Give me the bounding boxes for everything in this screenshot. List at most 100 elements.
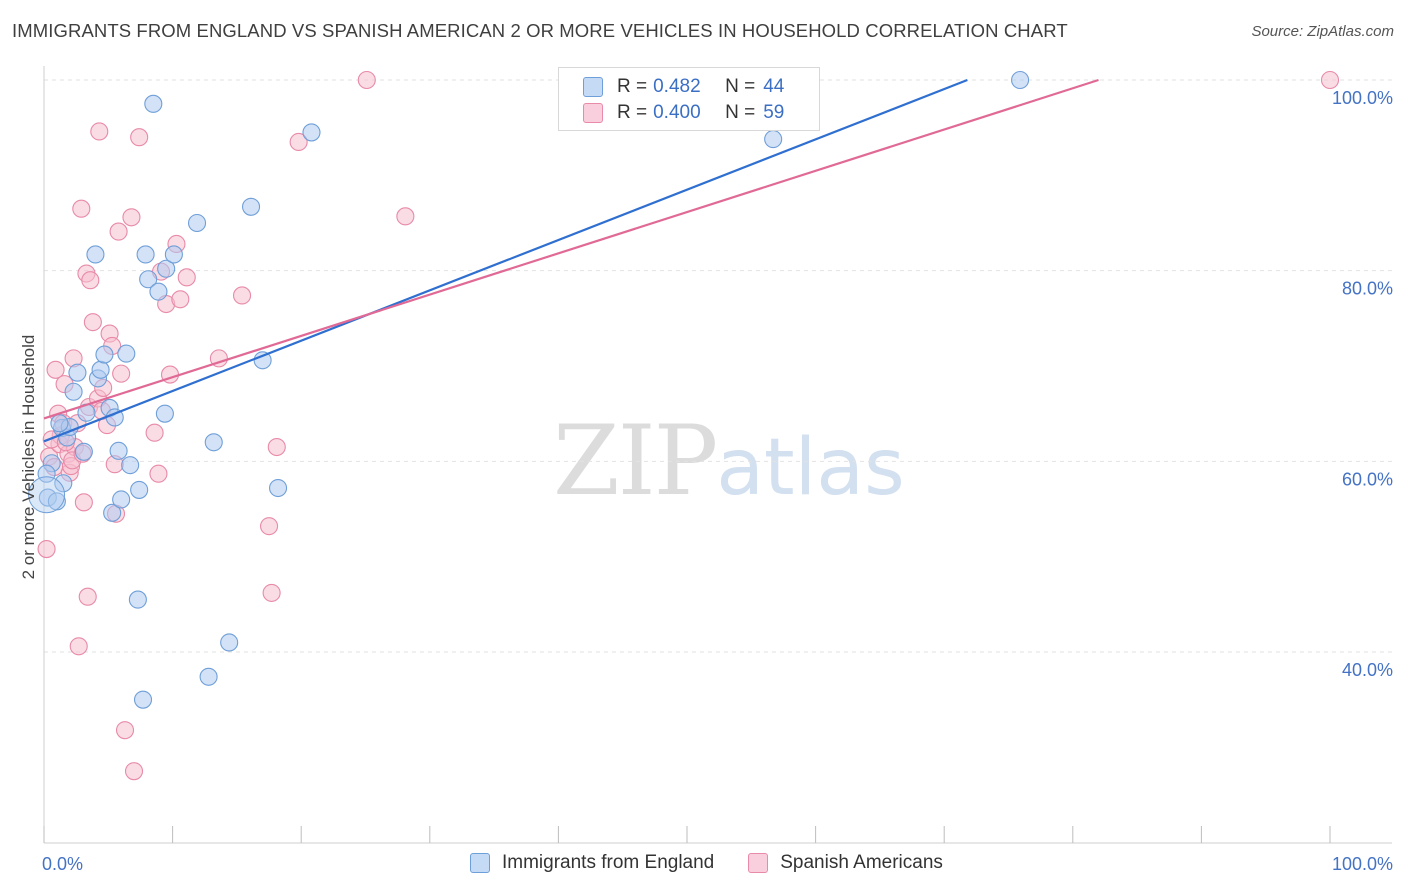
legend-swatch-blue	[583, 77, 603, 97]
point-spanish-americans	[289, 132, 308, 152]
point-immigrants-from-england	[136, 245, 155, 264]
point-immigrants-from-england	[117, 344, 136, 363]
point-spanish-americans	[115, 721, 135, 740]
point-spanish-americans	[259, 517, 279, 536]
point-spanish-americans	[262, 583, 281, 602]
point-spanish-americans	[1320, 70, 1340, 90]
legend-swatch-pink	[748, 853, 769, 873]
y-axis-label: 2 or more Vehicles in Household	[19, 335, 38, 580]
point-immigrants-from-england	[68, 363, 87, 382]
point-immigrants-from-england	[139, 270, 158, 289]
point-spanish-americans	[145, 423, 164, 442]
point-immigrants-from-england	[1011, 70, 1030, 90]
point-immigrants-from-england	[764, 130, 783, 149]
grid-lines	[44, 79, 1392, 653]
point-spanish-americans	[72, 199, 91, 218]
tick-labels: 40.0% 60.0% 80.0% 100.0% 0.0% 100.0%	[42, 88, 1393, 874]
legend-n-label: N =	[725, 76, 756, 97]
point-immigrants-from-england	[50, 414, 69, 433]
source-label: Source: ZipAtlas.com	[1251, 23, 1394, 40]
point-immigrants-from-england	[199, 667, 218, 686]
point-spanish-americans	[171, 290, 190, 309]
point-spanish-americans	[109, 222, 128, 241]
point-spanish-americans	[78, 587, 97, 606]
point-spanish-americans	[37, 539, 56, 559]
legend-n-value: 59	[763, 102, 785, 123]
point-immigrants-from-england	[220, 633, 239, 652]
legend-r-label: R =	[617, 102, 648, 123]
point-immigrants-from-england	[54, 474, 73, 493]
point-spanish-americans	[74, 493, 93, 512]
point-immigrants-from-england	[103, 503, 122, 522]
legend-n-label: N =	[725, 102, 756, 123]
point-immigrants-from-england	[157, 259, 176, 278]
point-immigrants-from-england	[64, 382, 83, 401]
legend-item-england: Immigrants from England	[470, 852, 714, 874]
point-immigrants-from-england	[86, 245, 105, 264]
point-immigrants-from-england	[187, 213, 207, 233]
point-spanish-americans	[122, 208, 141, 227]
y-tick-label: 100.0%	[1332, 88, 1393, 108]
point-spanish-americans	[357, 70, 376, 90]
point-immigrants-from-england	[74, 442, 93, 461]
point-immigrants-from-england	[204, 433, 223, 452]
legend-row-england: R = 0.482 N = 44	[583, 75, 784, 99]
point-immigrants-from-england	[130, 480, 149, 499]
legend-label-spanish: Spanish Americans	[780, 852, 943, 873]
point-spanish-americans	[112, 364, 131, 383]
point-immigrants-from-england	[95, 345, 114, 364]
correlation-legend: R = 0.482 N = 44 R = 0.400 N = 59	[558, 67, 820, 131]
legend-label-england: Immigrants from England	[502, 852, 715, 873]
point-immigrants-from-england	[91, 360, 110, 379]
x-tick-label: 100.0%	[1332, 854, 1393, 874]
point-spanish-americans	[149, 464, 168, 483]
legend-swatch-blue	[470, 853, 490, 873]
point-immigrants-from-england	[112, 490, 131, 509]
point-spanish-americans	[130, 128, 149, 147]
point-immigrants-from-england-large	[28, 476, 66, 514]
point-immigrants-from-england	[133, 690, 153, 709]
y-tick-label: 60.0%	[1342, 469, 1393, 489]
point-spanish-americans	[232, 286, 252, 305]
legend-r-value: 0.400	[653, 102, 701, 123]
point-immigrants-from-england	[144, 94, 163, 113]
point-immigrants-from-england	[164, 245, 183, 264]
point-immigrants-from-england	[302, 123, 321, 142]
point-spanish-americans	[396, 207, 415, 226]
point-spanish-americans	[177, 268, 196, 287]
point-immigrants-from-england	[128, 590, 147, 609]
series-legend: Immigrants from England Spanish American…	[470, 852, 977, 874]
x-tick-label: 0.0%	[42, 854, 83, 874]
y-tick-label: 80.0%	[1342, 279, 1393, 299]
point-spanish-americans	[81, 271, 100, 290]
point-immigrants-from-england	[253, 351, 272, 370]
point-spanish-americans	[90, 122, 109, 141]
point-immigrants-from-england	[269, 478, 288, 498]
legend-n-value: 44	[763, 76, 785, 97]
trend-line-spanish	[43, 78, 1099, 420]
point-spanish-americans	[46, 360, 65, 379]
trend-line-england	[43, 78, 968, 443]
point-immigrants-from-england	[121, 456, 140, 475]
point-spanish-americans	[69, 637, 88, 656]
legend-r-value: 0.482	[653, 76, 701, 97]
legend-swatch-pink	[583, 103, 603, 123]
point-immigrants-from-england	[37, 464, 56, 483]
series-immigrants-from-england	[28, 70, 1030, 709]
point-immigrants-from-england	[155, 404, 174, 423]
point-spanish-americans	[83, 313, 102, 332]
watermark-atlas: atlas	[716, 423, 905, 513]
y-tick-label: 40.0%	[1342, 660, 1393, 680]
point-immigrants-from-england	[241, 197, 261, 216]
point-spanish-americans	[267, 437, 286, 457]
legend-item-spanish: Spanish Americans	[748, 852, 943, 874]
chart-title: IMMIGRANTS FROM ENGLAND VS SPANISH AMERI…	[12, 20, 1068, 41]
legend-row-spanish: R = 0.400 N = 59	[583, 101, 784, 125]
axes	[43, 66, 1392, 844]
series-spanish-americans	[37, 70, 1340, 781]
legend-r-label: R =	[617, 76, 648, 97]
point-spanish-americans	[124, 762, 144, 781]
point-immigrants-from-england	[149, 282, 168, 301]
trend-lines	[43, 78, 1099, 443]
